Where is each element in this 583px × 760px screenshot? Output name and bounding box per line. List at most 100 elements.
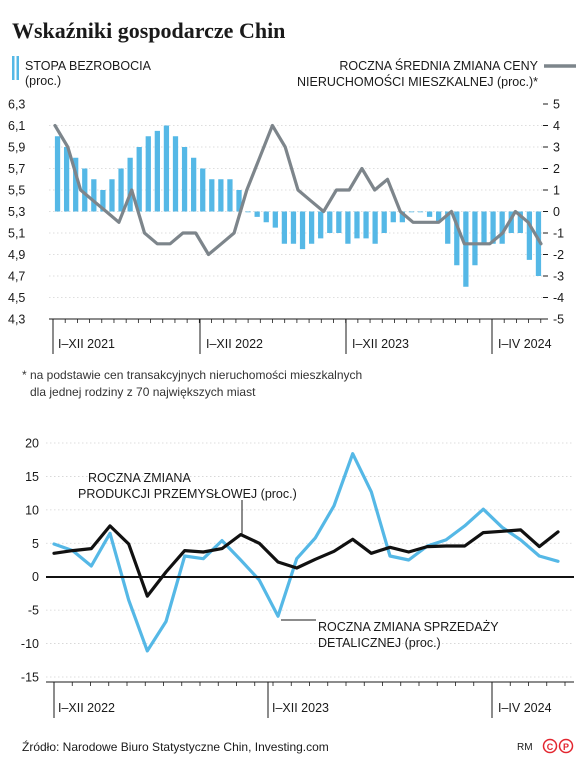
unemployment-bar (281, 211, 288, 244)
footnote-line1: * na podstawie cen transakcyjnych nieruc… (22, 368, 362, 382)
bottom-period-2023: I–XII 2023 (272, 701, 329, 715)
unemployment-bar (299, 211, 306, 250)
top-right-tick-label: 2 (553, 162, 560, 176)
top-left-tick-label: 5,5 (8, 184, 25, 198)
retail-sales-line (52, 452, 560, 653)
unemployment-bar (372, 211, 378, 244)
top-right-tick-label: 1 (553, 184, 560, 198)
top-right-tick-label: -3 (553, 270, 564, 284)
bottom-y-axis: 20 15 10 5 0 -5 -10 -15 (21, 437, 39, 685)
unemployment-bar (526, 211, 533, 260)
top-left-tick-label: 6,3 (8, 98, 25, 112)
unemployment-bar (191, 157, 197, 212)
bottom-period-2024: I–IV 2024 (498, 701, 552, 715)
top-right-axis: 5 4 3 2 1 0 -1 -2 -3 -4 -5 (543, 98, 564, 327)
unemployment-bar (463, 211, 469, 287)
top-left-tick-label: 4,7 (8, 270, 25, 284)
unemployment-bar (336, 211, 342, 233)
unemployment-bar (245, 211, 251, 213)
legend-unemployment: STOPA BEZROBOCIA (proc.) (12, 56, 152, 88)
unemployment-bar (308, 211, 315, 244)
top-right-tick-label: -1 (553, 227, 564, 241)
unemployment-bar (499, 211, 505, 244)
bottom-y-tick-label: 10 (25, 503, 39, 517)
chart-title: Wskaźniki gospodarcze Chin (12, 18, 285, 43)
bottom-y-tick-label: -5 (28, 604, 39, 618)
house-price-series (53, 123, 543, 257)
unemployment-bar (490, 211, 496, 244)
bottom-period-2022: I–XII 2022 (58, 701, 115, 715)
legend-bar-swatch-2 (16, 56, 19, 80)
unemployment-bar (172, 136, 179, 212)
top-right-tick-label: -5 (553, 313, 564, 327)
credit-initials: RM (517, 742, 533, 753)
unemployment-bar (200, 168, 206, 212)
pap-logo-letter-p: P (563, 742, 569, 752)
top-chart: STOPA BEZROBOCIA (proc.) ROCZNA ŚREDNIA … (8, 56, 576, 354)
top-left-tick-label: 4,5 (8, 291, 25, 305)
unemployment-bar (381, 211, 387, 233)
unemployment-bar (417, 211, 424, 213)
top-left-tick-label: 5,7 (8, 162, 25, 176)
unemployment-bar (263, 211, 269, 223)
unemployment-bar (136, 147, 142, 212)
bottom-chart: 20 15 10 5 0 -5 -10 -15 ROCZNA ZMIANA PRODUKCJI… (21, 437, 574, 718)
unemployment-bar (345, 211, 351, 244)
legend-unemployment-line2: (proc.) (25, 74, 61, 88)
top-left-tick-label: 5,1 (8, 227, 25, 241)
unemployment-bar (236, 190, 242, 212)
bottom-y-tick-label: 20 (25, 437, 39, 451)
pap-logo: C P (542, 738, 574, 754)
unemployment-bar (54, 136, 61, 212)
top-period-2023: I–XII 2023 (352, 337, 409, 351)
unemployment-bar (127, 157, 133, 212)
unemployment-bar (272, 211, 278, 228)
unemployment-bar (254, 211, 260, 217)
unemployment-bar (399, 211, 405, 223)
unemployment-bar (481, 211, 487, 244)
legend-house-prices-line2: NIERUCHOMOŚCI MIESZKALNEJ (proc.)* (297, 74, 538, 89)
unemployment-bar (445, 211, 451, 244)
unemployment-bar (109, 179, 115, 212)
unemployment-bar (426, 211, 433, 217)
pap-logo-ring-c (542, 738, 558, 754)
top-right-tick-label: 3 (553, 141, 560, 155)
unemployment-bar (181, 147, 188, 212)
top-period-2024: I–IV 2024 (498, 337, 552, 351)
top-right-tick-label: 4 (553, 119, 560, 133)
bottom-y-tick-label: 5 (32, 537, 39, 551)
unemployment-bars (54, 125, 542, 287)
source-text: Źródło: Narodowe Biuro Statystyczne Chin… (22, 739, 329, 754)
bottom-y-tick-label: 0 (32, 570, 39, 584)
unemployment-bar (390, 211, 396, 223)
top-left-axis: 6,3 6,1 5,9 5,7 5,5 5,3 5,1 4,9 4,7 4,5 4,3 (8, 98, 25, 327)
bottom-series (52, 452, 560, 653)
unemployment-bar (154, 130, 160, 212)
unemployment-bar (363, 211, 369, 239)
unemployment-bar (327, 211, 333, 233)
unemployment-bar (535, 211, 542, 276)
top-right-tick-label: 0 (553, 205, 560, 219)
pap-logo-ring-p (558, 738, 574, 754)
unemployment-bar (354, 211, 360, 239)
top-left-tick-label: 4,9 (8, 248, 25, 262)
bottom-x-ticks (53, 682, 566, 718)
unemployment-bar (227, 179, 233, 212)
bottom-y-tick-label: -15 (21, 671, 39, 685)
retail-annotation-line2: DETALICZNEJ (proc.) (318, 636, 441, 650)
footnote-line2: dla jednej rodziny z 70 największych mia… (30, 385, 256, 399)
top-right-tick-label: -4 (553, 291, 564, 305)
pap-logo-letter-c: C (547, 742, 554, 752)
unemployment-bar (145, 136, 151, 212)
unemployment-bar (508, 211, 514, 233)
unemployment-bar (454, 211, 460, 266)
legend-house-prices: ROCZNA ŚREDNIA ZMIANA CENY NIERUCHOMOŚCI… (297, 58, 576, 89)
top-period-2022: I–XII 2022 (206, 337, 263, 351)
legend-bar-swatch-1 (12, 56, 15, 80)
industrial-annotation-line2: PRODUKCJI PRZEMYSŁOWEJ (proc.) (78, 487, 297, 501)
unemployment-bar (218, 179, 224, 212)
retail-annotation-line1: ROCZNA ZMIANA SPRZEDAŻY (318, 620, 499, 634)
top-left-tick-label: 6,1 (8, 119, 25, 133)
unemployment-bar (163, 125, 170, 212)
